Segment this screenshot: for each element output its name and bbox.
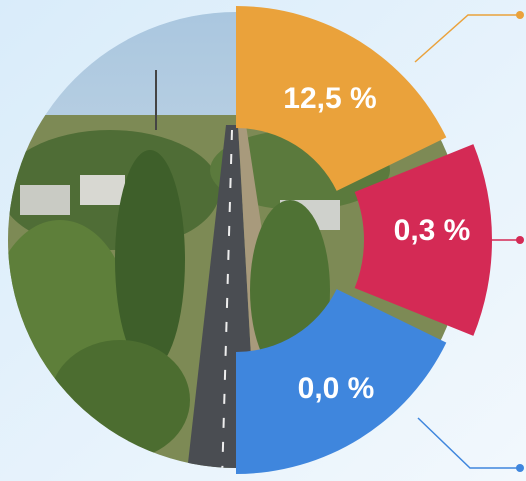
segment-label: 0,3 % <box>394 214 471 247</box>
segment-label: 12,5 % <box>283 82 376 115</box>
segment-label: 0,0 % <box>298 372 375 405</box>
infographic: 12,5 % 0,3 % 0,0 % <box>0 0 526 481</box>
page: 12,5 %0,3 %0,0 % (() => { const data = J… <box>0 0 526 481</box>
